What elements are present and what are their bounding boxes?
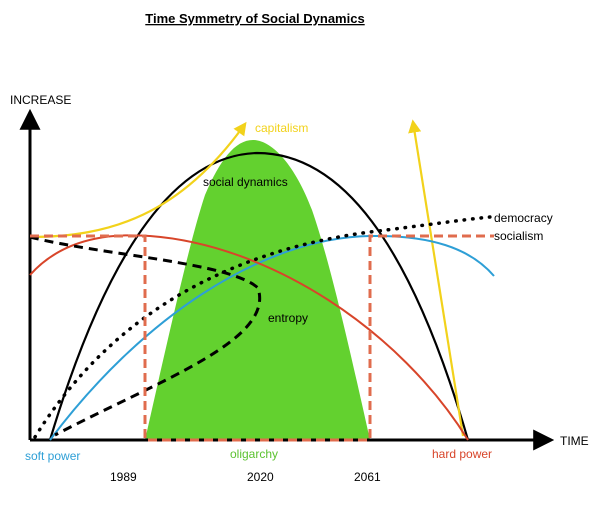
- entropy-curve: [29, 235, 262, 437]
- capitalism-rise-line: [408, 119, 465, 437]
- capitalism-label: capitalism: [255, 121, 308, 135]
- socialism-label: socialism: [494, 229, 543, 243]
- year-2020: 2020: [247, 470, 274, 484]
- oligarchy-area: [145, 140, 370, 440]
- entropy-label: entropy: [268, 311, 308, 325]
- social-dynamics-curve: [48, 151, 470, 441]
- democracy-label: democracy: [494, 211, 553, 225]
- year-1989: 1989: [110, 470, 137, 484]
- oligarchy-label: oligarchy: [230, 447, 278, 461]
- y-axis-label: INCREASE: [10, 93, 71, 107]
- year-2061: 2061: [354, 470, 381, 484]
- soft-power-label: soft power: [25, 449, 80, 463]
- social-dynamics-label: social dynamics: [203, 175, 288, 189]
- diagram-title: Time Symmetry of Social Dynamics: [145, 11, 364, 26]
- hard-power-curve: [29, 234, 469, 441]
- x-axis-label: TIME: [560, 434, 589, 448]
- hard-power-label: hard power: [432, 447, 492, 461]
